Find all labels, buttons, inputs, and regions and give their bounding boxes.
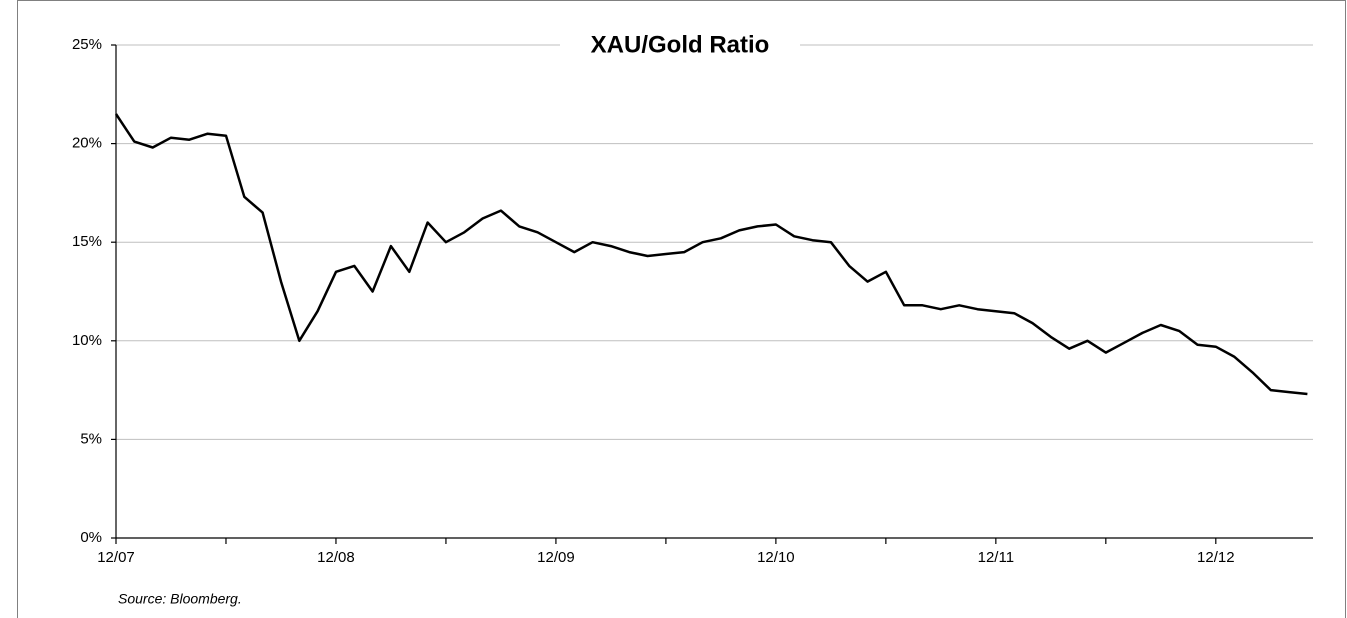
y-tick-label: 10% <box>72 332 102 349</box>
y-tick-label: 0% <box>80 529 102 546</box>
y-tick-label: 15% <box>72 233 102 250</box>
source-note: Source: Bloomberg. <box>118 591 242 607</box>
x-tick-label: 12/11 <box>978 549 1014 566</box>
x-tick-label: 12/08 <box>317 549 355 566</box>
plot: 0% 5% 10% 15% 20% 25% 12/07 12/08 12/09 12/10 12/1… <box>72 36 1313 566</box>
y-tick-label: 5% <box>80 430 102 447</box>
title-bg <box>560 30 800 62</box>
x-tick-label: 12/10 <box>757 549 795 566</box>
chart-title: XAU/Gold Ratio <box>591 31 770 58</box>
data-line <box>114 113 1308 396</box>
x-tick-label: 12/07 <box>97 549 135 566</box>
y-tick-label: 25% <box>72 36 102 53</box>
frame <box>17 0 1346 618</box>
x-tick-label: 12/12 <box>1197 549 1235 566</box>
y-tick-label: 20% <box>72 135 102 152</box>
x-tick-label: 12/09 <box>537 549 575 566</box>
